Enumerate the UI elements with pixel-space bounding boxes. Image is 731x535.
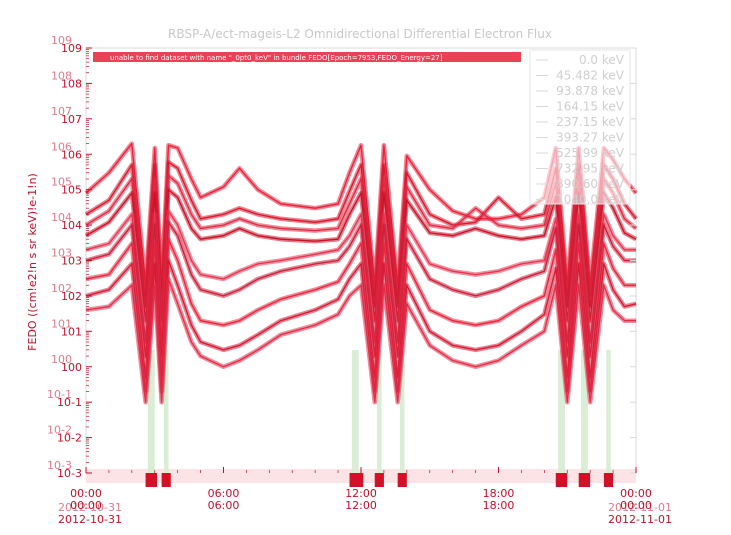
status-gap-bar: [349, 473, 364, 487]
legend-entry: 1040.0 keV: [556, 193, 625, 207]
x-tick-time: 00:00: [620, 487, 652, 500]
series-group: [84, 141, 638, 405]
status-gap-bar: [161, 473, 171, 487]
error-message: unable to find dataset with name "_0pt0_…: [110, 54, 443, 62]
x-tick-time: 06:00: [208, 487, 240, 500]
y-tick-label-overlap: 102: [51, 282, 72, 295]
status-gap-bar: [397, 473, 407, 487]
y-tick-label: 108: [61, 77, 82, 90]
y-tick-label-overlap: 10-3: [47, 459, 72, 472]
status-strip: [86, 349, 636, 487]
legend-entry: 890.60 keV: [556, 177, 625, 191]
x-tick-date-overlap: 2012-10-31: [58, 501, 122, 514]
chart-title: RBSP-A/ect-mageis-L2 Omnidirectional Dif…: [168, 27, 552, 41]
y-tick-label-overlap: 10-1: [47, 388, 72, 401]
status-gap-bar: [374, 473, 384, 487]
fill-gap-band: [558, 349, 565, 473]
y-tick-label: 100: [61, 361, 82, 374]
status-gap-bar: [578, 473, 591, 487]
y-tick-label-overlap: 104: [51, 211, 72, 224]
y-tick-label: 109: [61, 42, 82, 55]
y-tick-label: 101: [61, 325, 82, 338]
legend-entry: 237.15 keV: [556, 115, 625, 129]
legend-entry: 525.99 keV: [556, 146, 625, 160]
y-tick-label: 10-1: [57, 396, 82, 409]
status-gap-bar: [603, 473, 614, 487]
legend-entry: 93.878 keV: [556, 84, 625, 98]
y-tick-label: 103: [61, 255, 82, 268]
y-tick-label-overlap: 103: [51, 247, 72, 260]
y-axis-ticks: 10-310-310-210-210-110-11001001011011021…: [47, 34, 636, 480]
status-gap-bar: [145, 473, 158, 487]
legend-entry: 164.15 keV: [556, 100, 625, 114]
x-axis-ticks: 00:0000:002012-10-312012-10-3106:0006:00…: [58, 467, 672, 526]
y-tick-label-overlap: 105: [51, 176, 72, 189]
x-tick-time-overlap: 00:00: [620, 499, 652, 512]
fill-gap-band: [377, 349, 382, 473]
fill-gap-band: [147, 349, 155, 473]
x-tick-date: 2012-11-01: [608, 513, 672, 526]
y-tick-label: 10-3: [57, 467, 82, 480]
y-tick-label: 105: [61, 184, 82, 197]
x-tick-time-overlap: 12:00: [345, 499, 377, 512]
y-tick-label: 102: [61, 290, 82, 303]
x-tick-date-overlap: 2012-11-01: [608, 501, 672, 514]
y-tick-label-overlap: 109: [51, 34, 72, 47]
x-tick-time-overlap: 18:00: [483, 499, 515, 512]
y-tick-label-overlap: 107: [51, 105, 72, 118]
y-tick-label-overlap: 106: [51, 140, 72, 153]
fill-gap-band: [351, 349, 359, 473]
series-line: [85, 278, 636, 403]
y-tick-label-overlap: 100: [51, 353, 72, 366]
y-tick-label-overlap: 108: [51, 69, 72, 82]
legend-entry: 393.27 keV: [556, 131, 625, 145]
status-gap-bar: [555, 473, 568, 487]
fill-gap-band: [606, 349, 611, 473]
legend-entry: 732.95 keV: [556, 162, 625, 176]
y-tick-label-overlap: 101: [51, 317, 72, 330]
x-tick-date: 2012-10-31: [58, 513, 122, 526]
y-tick-label: 106: [61, 148, 82, 161]
x-tick-time: 18:00: [483, 487, 515, 500]
fill-gap-band: [399, 349, 405, 473]
legend-entry: 45.482 keV: [556, 69, 625, 83]
fill-gap-band: [163, 349, 169, 473]
x-tick-time-overlap: 06:00: [208, 499, 240, 512]
fill-gap-band: [581, 349, 588, 473]
x-tick-time: 12:00: [345, 487, 377, 500]
y-tick-label: 104: [61, 219, 82, 232]
y-tick-label: 107: [61, 113, 82, 126]
x-tick-time: 00:00: [70, 487, 102, 500]
x-tick-time-overlap: 00:00: [70, 499, 102, 512]
y-axis-label: FEDO ((cm!e2!n s sr keV)!e-1!n): [26, 173, 39, 351]
y-tick-label-overlap: 10-2: [47, 424, 72, 437]
error-banner: unable to find dataset with name "_0pt0_…: [93, 52, 521, 62]
y-tick-label: 10-2: [57, 432, 82, 445]
legend-entry: 0.0 keV: [579, 53, 625, 67]
